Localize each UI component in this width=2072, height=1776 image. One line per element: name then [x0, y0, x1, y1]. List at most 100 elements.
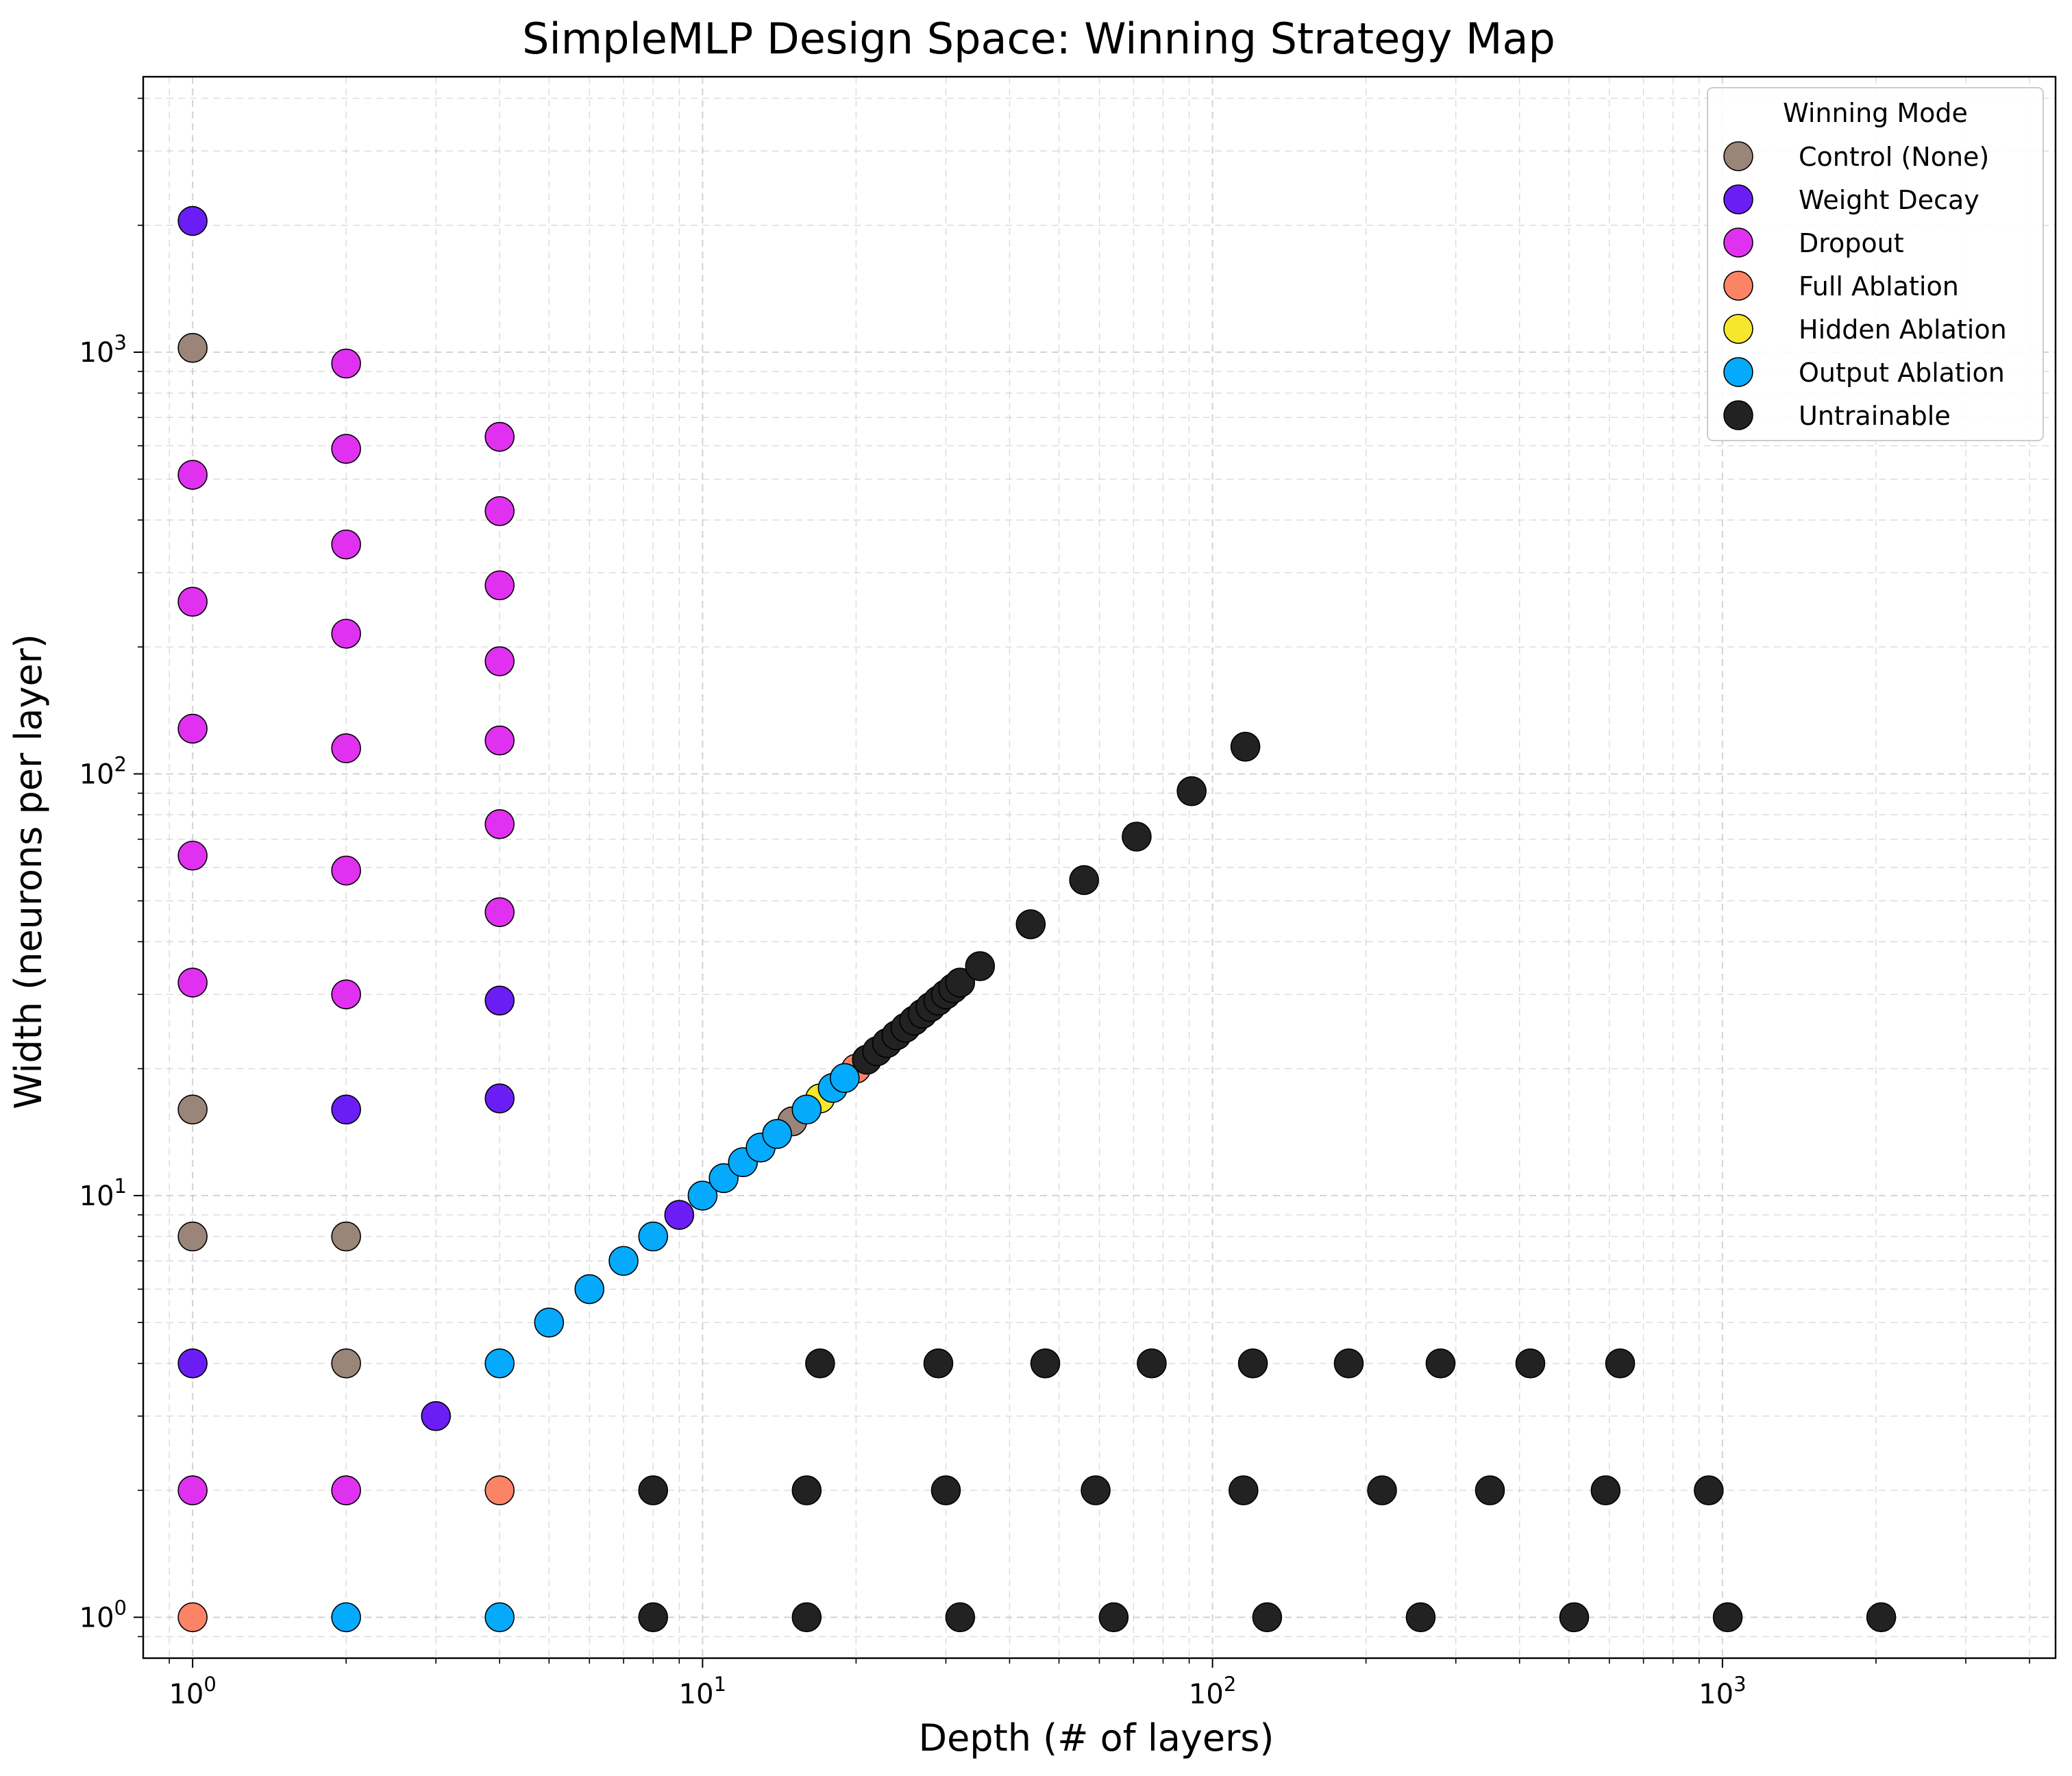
point-weight-decay: [664, 1200, 695, 1230]
point-dropout: [331, 434, 361, 464]
y-tick-label: 101: [79, 1174, 127, 1212]
x-axis-label: Depth (# of layers): [918, 1716, 1274, 1760]
axis-ticks: 100 101 102 103 100 101 102 103: [79, 97, 2030, 1710]
point-weight-decay: [484, 985, 515, 1016]
point-dropout: [484, 496, 515, 526]
point-control-none: [177, 332, 208, 363]
legend-label: Untrainable: [1799, 401, 1951, 431]
point-untrainable: [1333, 1348, 1364, 1379]
x-tick-label: 101: [679, 1673, 726, 1710]
point-output-ablation: [830, 1063, 860, 1094]
point-dropout: [331, 348, 361, 379]
point-output-ablation: [534, 1307, 565, 1337]
legend-label: Output Ablation: [1799, 358, 2005, 388]
point-dropout: [331, 855, 361, 886]
point-untrainable: [1605, 1348, 1636, 1379]
point-full-ablation: [177, 1602, 208, 1633]
point-untrainable: [1237, 1348, 1268, 1379]
point-untrainable: [1475, 1475, 1505, 1505]
point-dropout: [484, 725, 515, 756]
point-untrainable: [1122, 822, 1152, 852]
point-output-ablation: [638, 1221, 669, 1252]
point-dropout: [177, 840, 208, 871]
point-output-ablation: [574, 1274, 605, 1305]
point-control-none: [331, 1348, 361, 1379]
point-untrainable: [1559, 1602, 1590, 1633]
point-untrainable: [1590, 1475, 1621, 1505]
legend-box: [1707, 87, 2044, 441]
point-untrainable: [1230, 731, 1261, 762]
point-dropout: [177, 967, 208, 998]
point-untrainable: [1098, 1602, 1129, 1633]
grid: [143, 77, 2056, 1658]
point-untrainable: [1405, 1602, 1436, 1633]
point-control-none: [331, 1221, 361, 1252]
data-points: [177, 206, 1897, 1633]
point-output-ablation: [484, 1602, 515, 1633]
legend-title: Winning Mode: [1783, 98, 1968, 128]
legend-marker: [1723, 141, 1753, 171]
point-dropout: [177, 713, 208, 744]
point-untrainable: [945, 967, 976, 998]
point-dropout: [331, 1475, 361, 1505]
point-full-ablation: [484, 1475, 515, 1505]
point-dropout: [484, 646, 515, 676]
point-untrainable: [791, 1475, 822, 1505]
point-weight-decay: [331, 1094, 361, 1125]
point-control-none: [177, 1221, 208, 1252]
point-untrainable: [1694, 1475, 1724, 1505]
point-untrainable: [965, 951, 996, 981]
legend-label: Control (None): [1799, 142, 1989, 172]
point-untrainable: [945, 1602, 976, 1633]
y-tick-label: 102: [79, 752, 127, 790]
point-untrainable: [805, 1348, 835, 1379]
legend-marker: [1723, 227, 1753, 258]
point-untrainable: [1712, 1602, 1743, 1633]
legend-label: Dropout: [1799, 228, 1904, 258]
legend-marker: [1723, 400, 1753, 430]
point-output-ablation: [762, 1119, 792, 1149]
legend-marker: [1723, 271, 1753, 301]
point-untrainable: [1069, 865, 1100, 896]
point-output-ablation: [791, 1094, 822, 1125]
legend-marker: [1723, 357, 1753, 387]
point-dropout: [331, 529, 361, 560]
point-dropout: [177, 1475, 208, 1505]
y-tick-label: 100: [79, 1596, 127, 1633]
point-untrainable: [638, 1602, 669, 1633]
point-dropout: [331, 733, 361, 763]
chart-title: SimpleMLP Design Space: Winning Strategy…: [522, 14, 1555, 64]
point-dropout: [331, 619, 361, 649]
point-dropout: [484, 809, 515, 839]
point-untrainable: [1176, 776, 1207, 806]
point-untrainable: [1866, 1602, 1897, 1633]
x-tick-label: 100: [169, 1673, 216, 1710]
point-output-ablation: [484, 1348, 515, 1379]
point-dropout: [177, 460, 208, 490]
plot-frame: [142, 75, 2057, 1660]
point-untrainable: [1137, 1348, 1167, 1379]
point-untrainable: [791, 1602, 822, 1633]
point-weight-decay: [421, 1401, 452, 1431]
x-tick-label: 103: [1699, 1673, 1746, 1710]
legend-marker: [1723, 314, 1753, 344]
point-untrainable: [930, 1475, 961, 1505]
point-untrainable: [1425, 1348, 1456, 1379]
point-weight-decay: [177, 206, 208, 236]
point-untrainable: [1030, 1348, 1061, 1379]
point-weight-decay: [177, 1348, 208, 1379]
point-untrainable: [1252, 1602, 1283, 1633]
point-untrainable: [1015, 909, 1046, 939]
point-untrainable: [638, 1475, 669, 1505]
point-weight-decay: [484, 1083, 515, 1113]
point-untrainable: [1081, 1475, 1111, 1505]
legend-label: Hidden Ablation: [1799, 314, 2007, 345]
legend-label: Full Ablation: [1799, 271, 1959, 301]
point-output-ablation: [331, 1602, 361, 1633]
x-tick-label: 102: [1189, 1673, 1236, 1710]
point-untrainable: [923, 1348, 954, 1379]
point-untrainable: [1228, 1475, 1259, 1505]
point-dropout: [331, 979, 361, 1010]
point-dropout: [484, 570, 515, 601]
